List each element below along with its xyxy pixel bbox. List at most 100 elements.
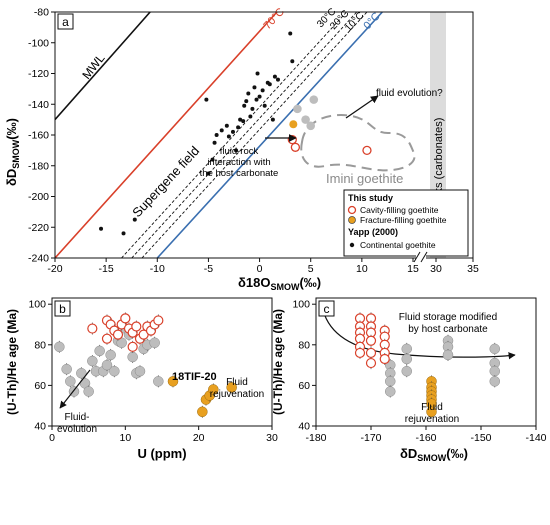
continental-goethite-point bbox=[230, 129, 235, 134]
continental-goethite-point bbox=[238, 117, 243, 122]
x-tick-label: -160 bbox=[415, 432, 436, 444]
gray-point bbox=[489, 343, 500, 355]
axis-break-mark-2 bbox=[420, 251, 428, 263]
continental-goethite-point bbox=[248, 114, 253, 119]
supergene-label: Supergene field bbox=[129, 143, 202, 220]
continental-goethite-point bbox=[262, 103, 267, 108]
fluid-evolution-arrow bbox=[345, 95, 379, 119]
continental-goethite-point bbox=[132, 217, 137, 222]
cavity-point bbox=[112, 329, 124, 340]
cavity-point bbox=[354, 347, 366, 359]
gray-point bbox=[401, 343, 412, 355]
y-tick-label: 60 bbox=[34, 380, 46, 392]
fracture-point bbox=[167, 376, 179, 387]
imini-fracture-point bbox=[289, 120, 298, 129]
y-tick-label: 40 bbox=[34, 421, 46, 433]
gray-point bbox=[385, 386, 396, 397]
panel-b-label: b bbox=[59, 302, 66, 316]
continental-goethite-point bbox=[270, 117, 275, 122]
y-tick-label: -80 bbox=[34, 7, 49, 19]
x-tick-label: 35 bbox=[467, 263, 479, 275]
cavity-point bbox=[379, 353, 390, 365]
y-tick-label: -200 bbox=[28, 191, 49, 203]
x-tick-label: 0 bbox=[257, 263, 263, 275]
storage-arrow bbox=[321, 305, 516, 360]
panel-c-xlabel: δDSMOW(‰) bbox=[400, 446, 468, 463]
line-10c bbox=[141, 12, 368, 258]
imini-gray-point bbox=[293, 104, 302, 114]
cavity-point bbox=[87, 323, 98, 334]
panel-a-label-box bbox=[57, 13, 74, 30]
fracture-point bbox=[208, 384, 219, 395]
imini-label: Imini goethite bbox=[326, 171, 403, 186]
continental-goethite-point bbox=[288, 31, 293, 36]
continental-goethite-point bbox=[219, 128, 224, 133]
fluid-rejuvenation-b-1: Fluid bbox=[226, 377, 248, 388]
panel-b-label-box bbox=[54, 300, 71, 317]
continental-goethite-point bbox=[241, 119, 246, 124]
y-tick-label: 100 bbox=[292, 299, 310, 311]
y-tick-label: 80 bbox=[298, 339, 310, 351]
axis-break-mask bbox=[416, 252, 426, 264]
panel-c: -180 -170 -160 -150 -140 40 60 80 100 c Fluid st… bbox=[271, 297, 547, 463]
legend-item-fracture: Fracture-filling goethite bbox=[360, 215, 447, 225]
continental-goethite-point bbox=[99, 226, 104, 231]
gray-point bbox=[87, 355, 98, 367]
gray-point bbox=[489, 376, 500, 387]
continental-goethite-point bbox=[275, 77, 280, 82]
gray-point bbox=[149, 337, 160, 349]
line-70c bbox=[55, 12, 278, 258]
cavity-point bbox=[153, 315, 164, 326]
y-tick-label: -100 bbox=[28, 37, 49, 49]
continental-goethite-point bbox=[254, 97, 259, 102]
line-0c bbox=[156, 12, 383, 258]
panel-a-ylabel: δDSMOW(‰) bbox=[4, 118, 21, 186]
panel-b-axes: 0 10 20 30 40 60 80 100 bbox=[28, 299, 278, 444]
y-tick-label: 100 bbox=[28, 299, 46, 311]
imini-cavity-point bbox=[290, 142, 301, 152]
y-tick-label: -220 bbox=[28, 222, 49, 234]
reference-lines bbox=[55, 12, 383, 258]
panel-b-frame bbox=[51, 297, 273, 427]
panel-a-label: a bbox=[62, 15, 69, 29]
gray-point bbox=[153, 376, 164, 387]
x-tick-label: -15 bbox=[99, 263, 114, 275]
cavity-point bbox=[127, 341, 138, 352]
continental-goethite-point bbox=[204, 97, 209, 102]
y-tick-label: -180 bbox=[28, 160, 49, 172]
fluid-rock-label-1: fluid-rock bbox=[220, 146, 259, 157]
axis-break-mark-1 bbox=[413, 251, 421, 263]
imini-region bbox=[300, 114, 416, 172]
gray-point bbox=[94, 345, 105, 357]
continental-goethite-point bbox=[206, 171, 211, 176]
continental-goethite-point bbox=[234, 148, 239, 153]
continental-goethite-point bbox=[214, 133, 219, 137]
fluid-evolution-arrow-b bbox=[59, 369, 91, 409]
y-tick-label: 80 bbox=[34, 339, 46, 351]
cavity-point bbox=[120, 313, 131, 324]
continental-goethite-point bbox=[236, 125, 241, 130]
x-tick-label: 30 bbox=[430, 263, 442, 275]
x-tick-label: -180 bbox=[305, 432, 326, 444]
x-tick-label: 10 bbox=[119, 432, 131, 444]
continental-goethite-point bbox=[267, 82, 272, 87]
continental-goethite-point bbox=[260, 88, 265, 93]
continental-goethite-point bbox=[210, 157, 215, 162]
continental-goethite-point bbox=[226, 134, 231, 139]
continental-goethite-point bbox=[290, 59, 295, 64]
gray-point bbox=[65, 376, 76, 387]
continental-goethite-point bbox=[246, 91, 251, 96]
y-tick-label: 40 bbox=[298, 421, 310, 433]
gray-point bbox=[401, 365, 412, 377]
continental-goethite-point bbox=[244, 99, 249, 104]
fluid-evolution-b-1: Fluid- bbox=[64, 412, 89, 423]
continental-goethite-point bbox=[257, 94, 262, 99]
x-tick-label: 5 bbox=[308, 263, 314, 275]
gray-point bbox=[76, 367, 87, 379]
continental-goethite-point bbox=[121, 231, 126, 236]
imini-gray-point bbox=[306, 121, 316, 131]
panel-b-xlabel: U (ppm) bbox=[137, 446, 186, 461]
panel-b: 0 10 20 30 40 60 80 100 b 18TIF-20 Fluid rejuve… bbox=[5, 297, 278, 461]
legend-item-continental: Continental goethite bbox=[360, 240, 436, 250]
label-70c: 70°C bbox=[261, 6, 287, 32]
